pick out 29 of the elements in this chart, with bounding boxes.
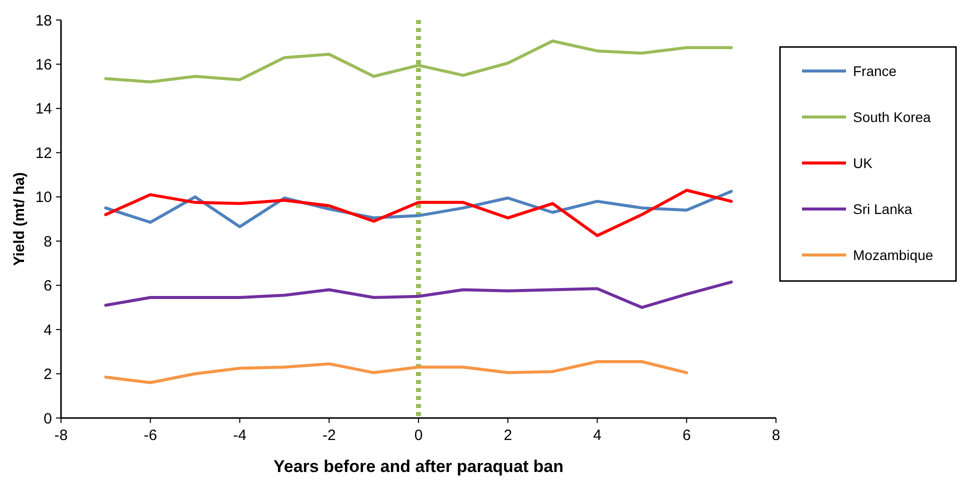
legend-label: Mozambique bbox=[853, 246, 934, 263]
y-tick-label: 6 bbox=[44, 278, 52, 295]
legend-label: UK bbox=[853, 154, 874, 171]
y-tick-label: 12 bbox=[35, 144, 52, 162]
x-tick-label: 2 bbox=[504, 427, 512, 444]
legend-label: South Korea bbox=[853, 108, 932, 125]
line-series bbox=[104, 280, 733, 309]
y-tick-label: 10 bbox=[35, 189, 52, 206]
y-tick-label: 0 bbox=[44, 410, 52, 428]
x-tick-label: -6 bbox=[144, 427, 158, 444]
x-axis-title: Years before and after paraquat ban bbox=[273, 457, 564, 476]
line-series bbox=[104, 360, 688, 384]
x-tick-label: -2 bbox=[322, 427, 336, 444]
y-tick-label: 4 bbox=[44, 322, 52, 339]
x-tick-label: -4 bbox=[233, 427, 246, 444]
line-series bbox=[104, 188, 733, 238]
y-tick-label: 16 bbox=[35, 56, 52, 74]
x-tick-label: 0 bbox=[414, 427, 423, 444]
y-tick-label: 18 bbox=[35, 12, 52, 30]
x-tick-label: -8 bbox=[54, 427, 68, 444]
legend-label: France bbox=[853, 62, 897, 79]
x-tick-label: 6 bbox=[682, 427, 691, 444]
y-tick-label: 8 bbox=[44, 233, 52, 250]
x-tick-label: 8 bbox=[772, 427, 780, 444]
legend-label: Sri Lanka bbox=[853, 200, 912, 217]
y-axis-title: Yield (mt/ ha) bbox=[11, 172, 28, 266]
x-tick-label: 4 bbox=[593, 427, 602, 444]
y-tick-label: 2 bbox=[44, 366, 52, 384]
y-tick-label: 14 bbox=[35, 100, 52, 118]
